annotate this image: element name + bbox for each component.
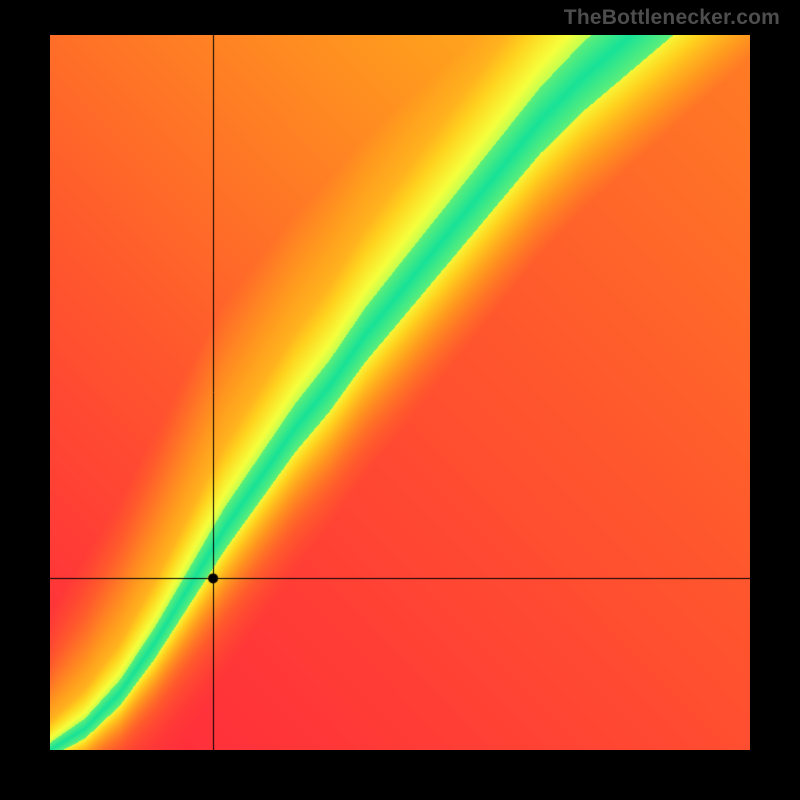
- watermark-text: TheBottlenecker.com: [564, 6, 780, 30]
- heatmap-plot: [50, 35, 750, 750]
- heatmap-canvas: [50, 35, 750, 750]
- chart-container: { "watermark": { "text": "TheBottlenecke…: [0, 0, 800, 800]
